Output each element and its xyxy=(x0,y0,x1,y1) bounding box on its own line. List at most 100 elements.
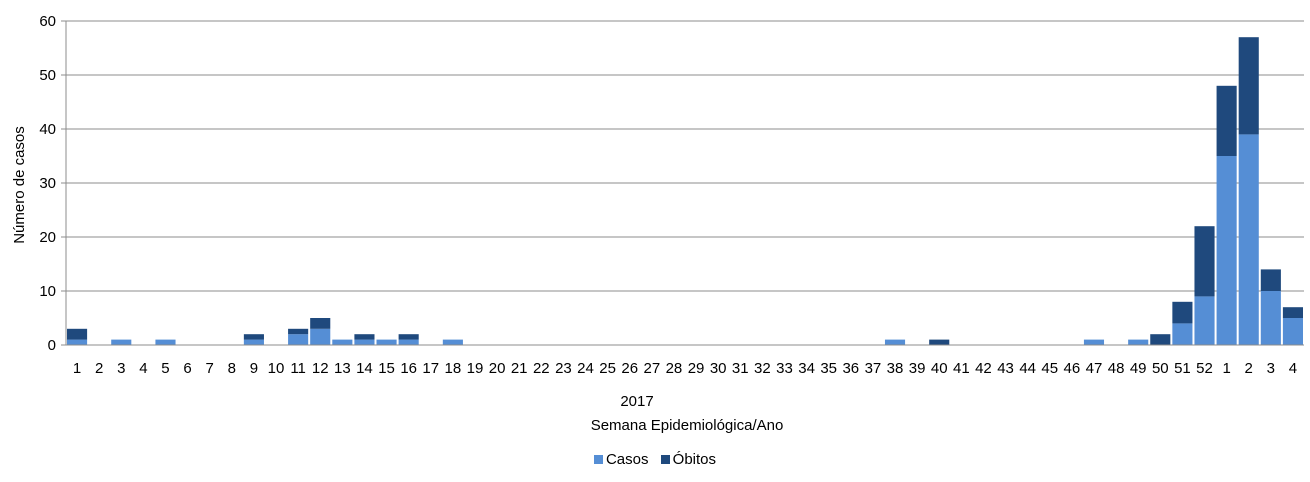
x-tick-label: 20 xyxy=(489,360,506,377)
bar-obitos xyxy=(243,334,264,340)
x-tick-label: 25 xyxy=(599,360,616,377)
x-tick-label: 2 xyxy=(1245,360,1253,377)
bar-casos xyxy=(1172,323,1193,345)
x-tick-label: 3 xyxy=(1267,360,1275,377)
bar-casos xyxy=(1128,339,1149,345)
bar-obitos xyxy=(929,339,950,345)
x-tick-label: 36 xyxy=(842,360,859,377)
bar-casos xyxy=(1238,134,1259,345)
bar-obitos xyxy=(1150,334,1171,345)
bar-casos xyxy=(354,339,375,345)
legend-item-casos: Casos xyxy=(593,451,649,468)
bar-obitos xyxy=(354,334,375,340)
x-tick-label: 40 xyxy=(931,360,948,377)
gridlines xyxy=(66,20,1304,292)
x-tick-label: 32 xyxy=(754,360,771,377)
x-tick-label: 19 xyxy=(467,360,484,377)
x-tick-label: 16 xyxy=(400,360,417,377)
bar-casos xyxy=(288,334,309,345)
y-tick-label: 10 xyxy=(39,283,56,300)
x-tick-label: 12 xyxy=(312,360,329,377)
x-tick-label: 23 xyxy=(555,360,572,377)
bar-casos xyxy=(1282,318,1303,345)
x-tick-label: 4 xyxy=(1289,360,1297,377)
x-tick-label: 15 xyxy=(378,360,395,377)
legend-item-obitos: Óbitos xyxy=(660,451,717,468)
y-tick-label: 60 xyxy=(39,13,56,30)
bar-obitos xyxy=(398,334,419,340)
x-tick-label: 46 xyxy=(1064,360,1081,377)
x-tick-label: 26 xyxy=(621,360,638,377)
x-tick-label: 47 xyxy=(1086,360,1103,377)
bar-casos xyxy=(310,328,331,345)
bar-casos xyxy=(67,339,88,345)
x-tick-label: 52 xyxy=(1196,360,1213,377)
x-tick-label: 17 xyxy=(422,360,439,377)
bar-obitos xyxy=(1282,307,1303,318)
x-tick-label: 28 xyxy=(666,360,683,377)
bar-casos xyxy=(1083,339,1105,345)
x-tick-label: 21 xyxy=(511,360,528,377)
x-tick-label: 27 xyxy=(643,360,660,377)
bar-obitos xyxy=(310,318,331,329)
bar-casos xyxy=(884,339,906,345)
x-tick-label: 24 xyxy=(577,360,594,377)
x-tick-label: 8 xyxy=(228,360,236,377)
x-tick-label: 48 xyxy=(1108,360,1125,377)
x-tick-label: 5 xyxy=(161,360,169,377)
bar-casos xyxy=(1194,296,1215,345)
x-tick-label: 50 xyxy=(1152,360,1169,377)
x-axis-label: Semana Epidemiológica/Ano xyxy=(591,417,784,434)
x-tick-label: 29 xyxy=(688,360,705,377)
legend: Casos Óbitos xyxy=(0,451,1310,468)
bar-casos xyxy=(1216,156,1237,345)
bar-obitos xyxy=(1194,226,1215,297)
x-tick-label: 10 xyxy=(268,360,285,377)
x-tick-label: 34 xyxy=(798,360,815,377)
x-tick-label: 22 xyxy=(533,360,550,377)
x-tick-label: 45 xyxy=(1041,360,1058,377)
x-tick-label: 1 xyxy=(1222,360,1230,377)
x-tick-label: 49 xyxy=(1130,360,1147,377)
bar-obitos xyxy=(1260,269,1281,291)
bar-obitos xyxy=(1238,37,1259,135)
year-label: 2017 xyxy=(620,393,653,410)
x-tick-label: 33 xyxy=(776,360,793,377)
legend-swatch-obitos xyxy=(660,455,670,464)
x-tick-label: 13 xyxy=(334,360,351,377)
y-tick-label: 40 xyxy=(39,121,56,138)
bar-casos xyxy=(332,339,353,345)
legend-label-obitos: Óbitos xyxy=(672,451,717,468)
bar-casos xyxy=(376,339,397,345)
x-tick-label: 51 xyxy=(1174,360,1191,377)
x-tick-label: 41 xyxy=(953,360,970,377)
y-tick-label: 30 xyxy=(39,175,56,192)
x-tick-label: 3 xyxy=(117,360,125,377)
x-tick-label: 35 xyxy=(820,360,837,377)
y-tick-label: 0 xyxy=(48,337,56,354)
bar-obitos xyxy=(1216,85,1237,156)
x-tick-label: 9 xyxy=(250,360,258,377)
x-tick-label: 44 xyxy=(1019,360,1036,377)
x-tick-label: 31 xyxy=(732,360,749,377)
bar-casos xyxy=(243,339,264,345)
bar-casos xyxy=(398,339,419,345)
x-tick-label: 1 xyxy=(73,360,81,377)
x-tick-label: 4 xyxy=(139,360,147,377)
bar-obitos xyxy=(1172,301,1193,324)
bars xyxy=(67,37,1303,345)
x-tick-label: 30 xyxy=(710,360,727,377)
x-tick-label: 38 xyxy=(887,360,904,377)
x-tick-label: 42 xyxy=(975,360,992,377)
x-tick-label: 14 xyxy=(356,360,373,377)
bar-casos xyxy=(155,339,176,345)
x-tick-label: 39 xyxy=(909,360,926,377)
x-tick-label: 7 xyxy=(206,360,214,377)
x-tick-label: 37 xyxy=(865,360,882,377)
bar-obitos xyxy=(288,328,309,335)
bar-casos xyxy=(442,339,463,345)
bar-casos xyxy=(1260,291,1281,345)
x-tick-label: 18 xyxy=(445,360,462,377)
x-tick-label: 6 xyxy=(183,360,191,377)
